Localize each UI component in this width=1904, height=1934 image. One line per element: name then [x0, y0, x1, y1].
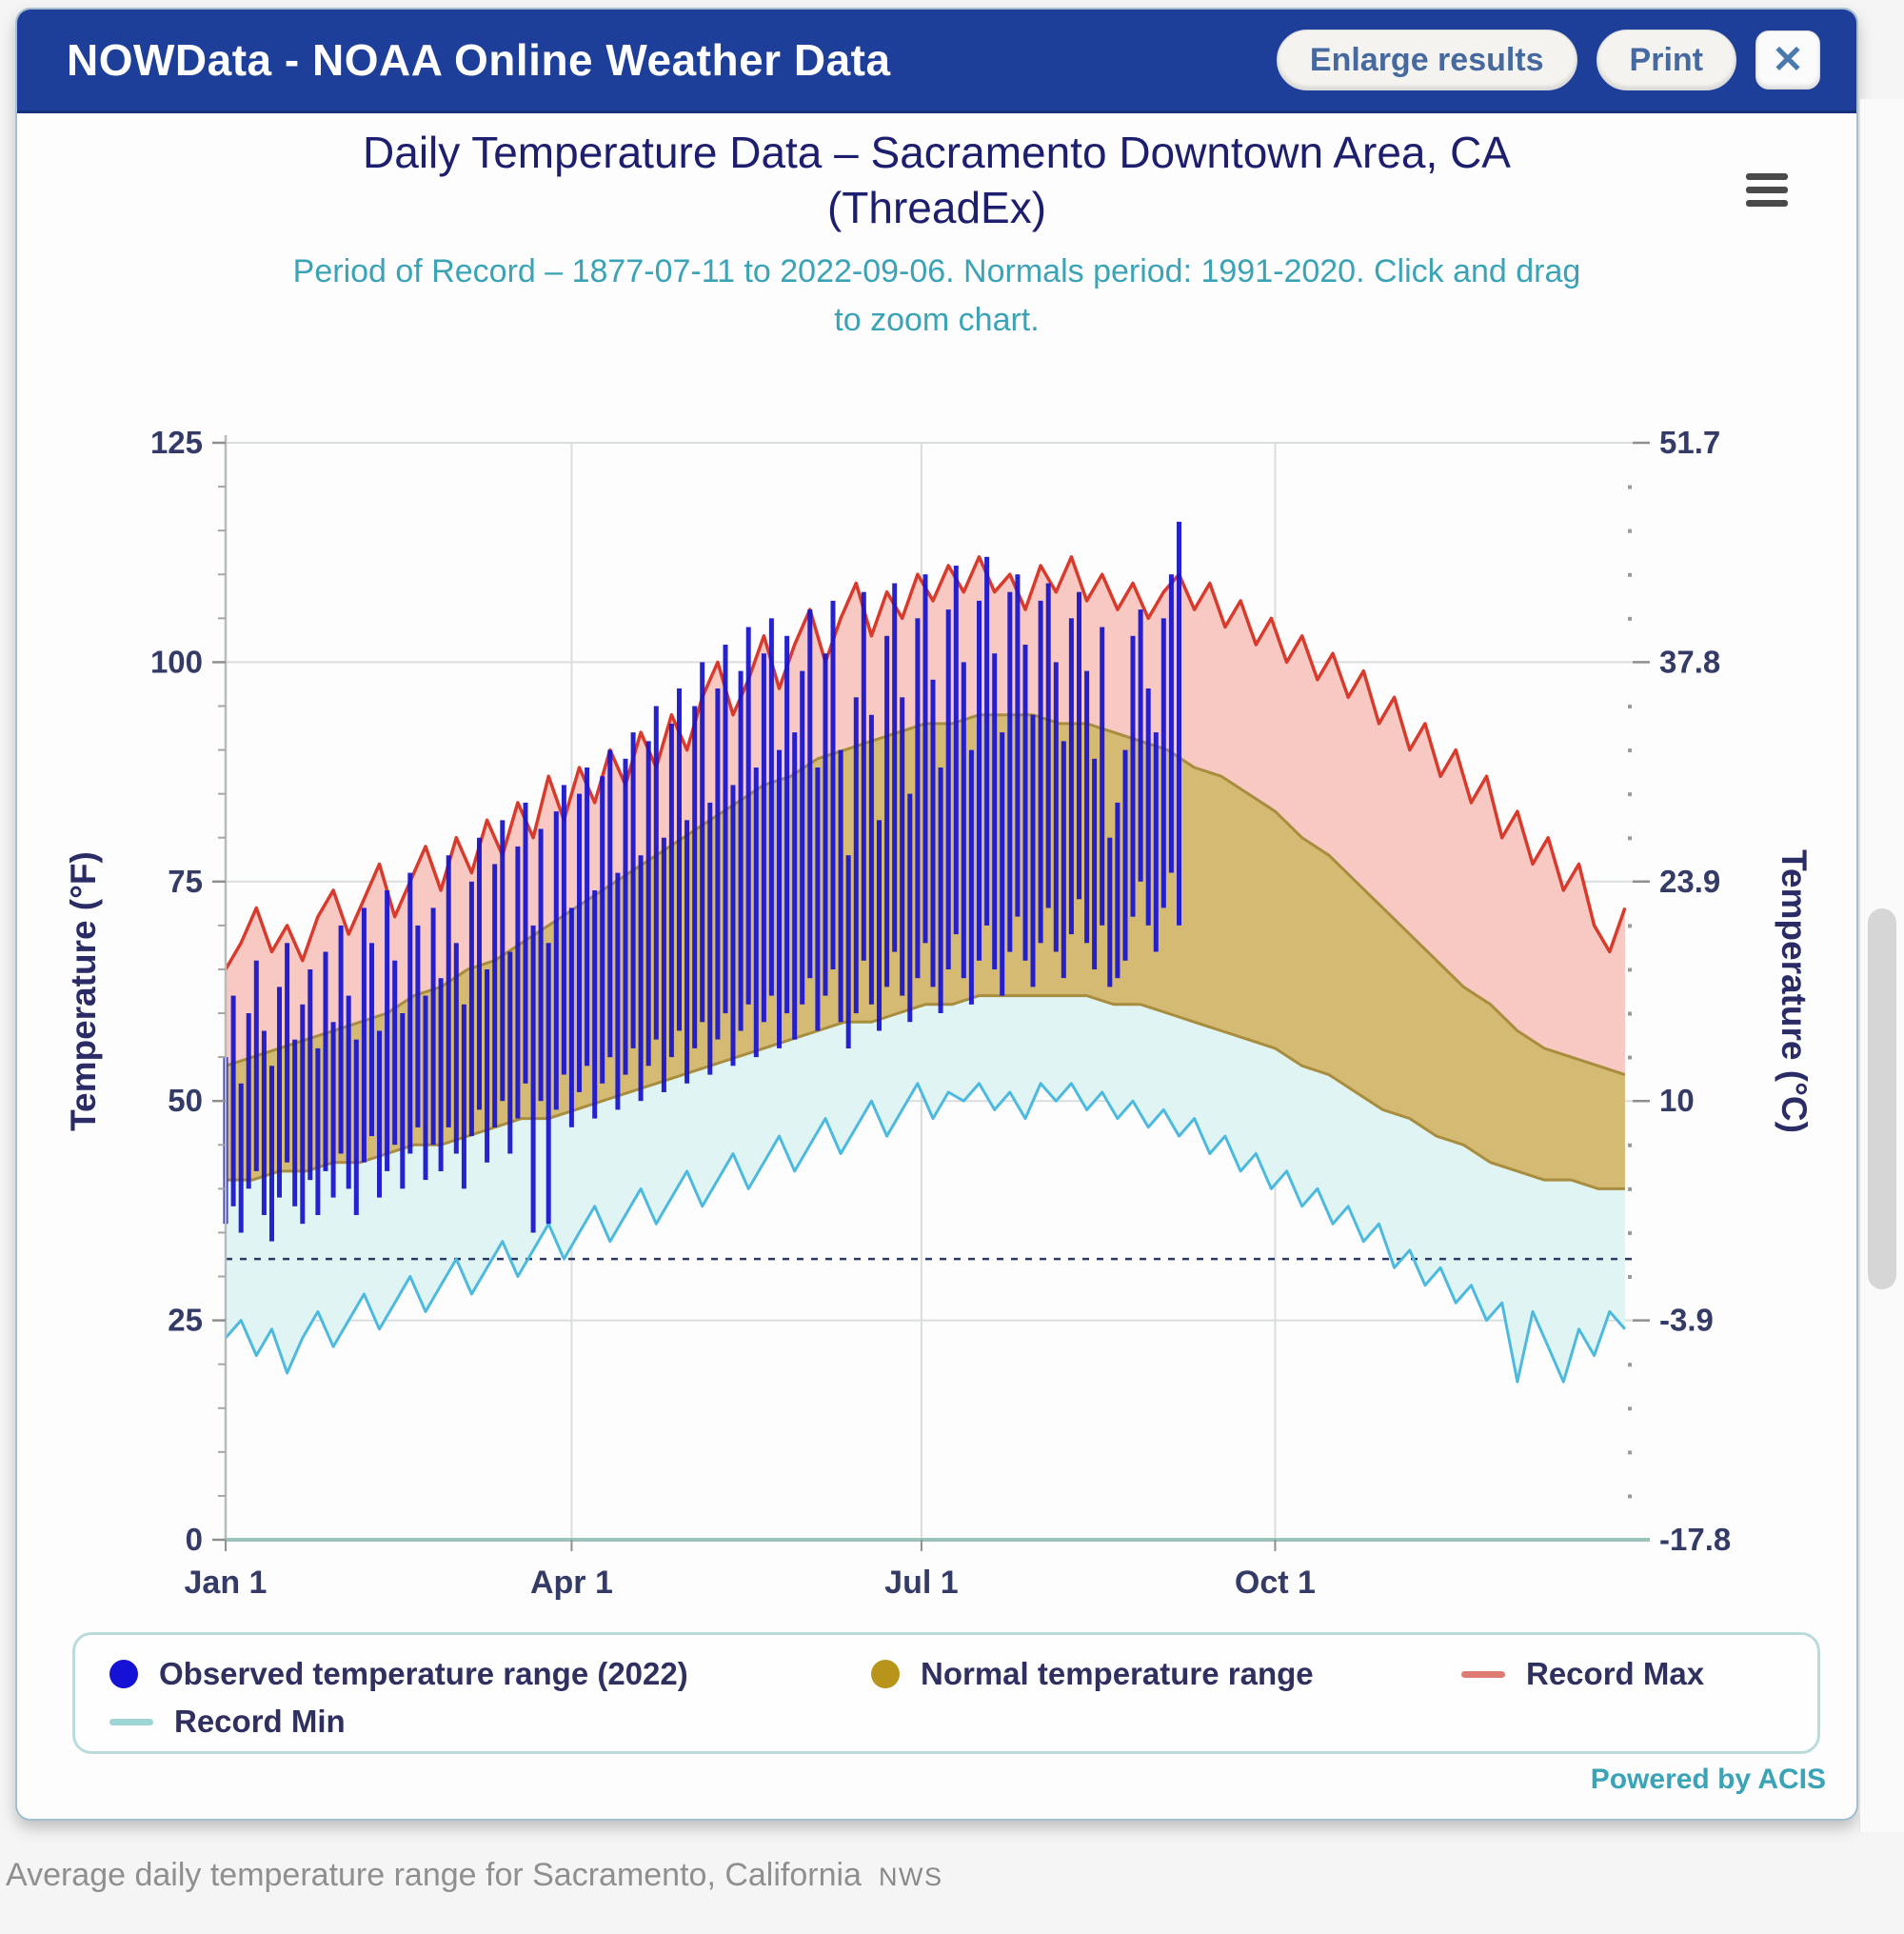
observed-legend-dot-icon	[109, 1660, 138, 1688]
svg-text:23.9: 23.9	[1659, 864, 1720, 899]
legend-item-record-max[interactable]: Record Max	[1461, 1650, 1817, 1698]
svg-text:100: 100	[150, 644, 203, 679]
y-axis-c: -17.8 -3.9 10 23.9 37.8 51.7 Temperature (°C)	[1628, 425, 1814, 1557]
legend-label: Normal temperature range	[921, 1656, 1314, 1691]
observed-bars	[223, 521, 1181, 1242]
legend-label: Observed temperature range (2022)	[159, 1656, 688, 1691]
x-axis: Jan 1 Apr 1 Jul 1 Oct 1	[185, 1538, 1650, 1601]
svg-text:75: 75	[168, 864, 203, 899]
chart-legend: Observed temperature range (2022) Normal…	[72, 1632, 1820, 1754]
record-max-legend-line-icon	[1461, 1670, 1505, 1678]
chart-menu-button[interactable]	[1746, 173, 1788, 207]
record-max-area	[226, 556, 1625, 1075]
close-button[interactable]: ✕	[1755, 30, 1820, 90]
legend-label: Record Max	[1526, 1656, 1705, 1691]
hamburger-icon	[1746, 173, 1788, 180]
svg-text:Temperature (°F): Temperature (°F)	[64, 851, 103, 1131]
svg-text:37.8: 37.8	[1659, 644, 1720, 679]
dialog-title: NOWData - NOAA Online Weather Data	[67, 35, 891, 85]
record-min-legend-line-icon	[109, 1718, 153, 1725]
legend-item-normal[interactable]: Normal temperature range	[871, 1650, 1461, 1698]
legend-label: Record Min	[174, 1704, 346, 1739]
svg-text:125: 125	[150, 425, 203, 460]
legend-item-observed[interactable]: Observed temperature range (2022)	[109, 1650, 871, 1698]
svg-text:51.7: 51.7	[1659, 425, 1720, 460]
svg-text:25: 25	[168, 1303, 203, 1338]
legend-row-2: Record Min	[109, 1698, 1817, 1745]
page-scrollbar[interactable]	[1859, 99, 1904, 1832]
chart-title: Daily Temperature Data – Sacramento Down…	[17, 126, 1856, 235]
svg-text:50: 50	[168, 1083, 203, 1118]
chart-area: 0 25 50 75 100 125 Temperature (°F) -17.8 -3.9 10…	[30, 390, 1839, 1628]
chart-subtitle: Period of Record – 1877-07-11 to 2022-09…	[292, 253, 1581, 338]
temperature-chart[interactable]: 0 25 50 75 100 125 Temperature (°F) -17.8 -3.9 10…	[30, 390, 1839, 1628]
page-caption: Average daily temperature range for Sacr…	[6, 1857, 942, 1894]
svg-text:Jul 1: Jul 1	[884, 1565, 958, 1601]
nws-source-tag: NWS	[878, 1863, 943, 1891]
svg-text:Oct 1: Oct 1	[1235, 1565, 1316, 1601]
svg-text:Jan 1: Jan 1	[185, 1565, 268, 1601]
dialog-titlebar[interactable]: NOWData - NOAA Online Weather Data Enlar…	[17, 10, 1856, 113]
legend-item-record-min[interactable]: Record Min	[109, 1698, 871, 1745]
chart-title-line1: Daily Temperature Data – Sacramento Down…	[363, 128, 1511, 177]
legend-row-1: Observed temperature range (2022) Normal…	[109, 1650, 1817, 1698]
nowdata-dialog: NOWData - NOAA Online Weather Data Enlar…	[15, 8, 1858, 1821]
plot-area[interactable]	[226, 443, 1633, 1540]
record-min-area	[226, 995, 1625, 1383]
scrollbar-thumb[interactable]	[1868, 908, 1896, 1289]
record-min-line	[224, 1082, 1627, 1384]
svg-text:10: 10	[1659, 1083, 1695, 1118]
print-button[interactable]: Print	[1596, 30, 1736, 90]
powered-by-acis[interactable]: Powered by ACIS	[1590, 1764, 1826, 1795]
y-axis-f: 0 25 50 75 100 125 Temperature (°F)	[64, 425, 228, 1557]
caption-text: Average daily temperature range for Sacr…	[6, 1857, 862, 1893]
svg-text:0: 0	[186, 1522, 203, 1557]
svg-text:Apr 1: Apr 1	[530, 1565, 613, 1601]
svg-text:-3.9: -3.9	[1659, 1303, 1714, 1338]
chart-title-line2: (ThreadEx)	[826, 182, 1047, 232]
normal-legend-dot-icon	[871, 1660, 900, 1688]
svg-text:Temperature (°C): Temperature (°C)	[1775, 849, 1814, 1133]
close-icon: ✕	[1772, 39, 1804, 81]
enlarge-results-button[interactable]: Enlarge results	[1276, 30, 1577, 90]
svg-text:-17.8: -17.8	[1659, 1522, 1731, 1557]
